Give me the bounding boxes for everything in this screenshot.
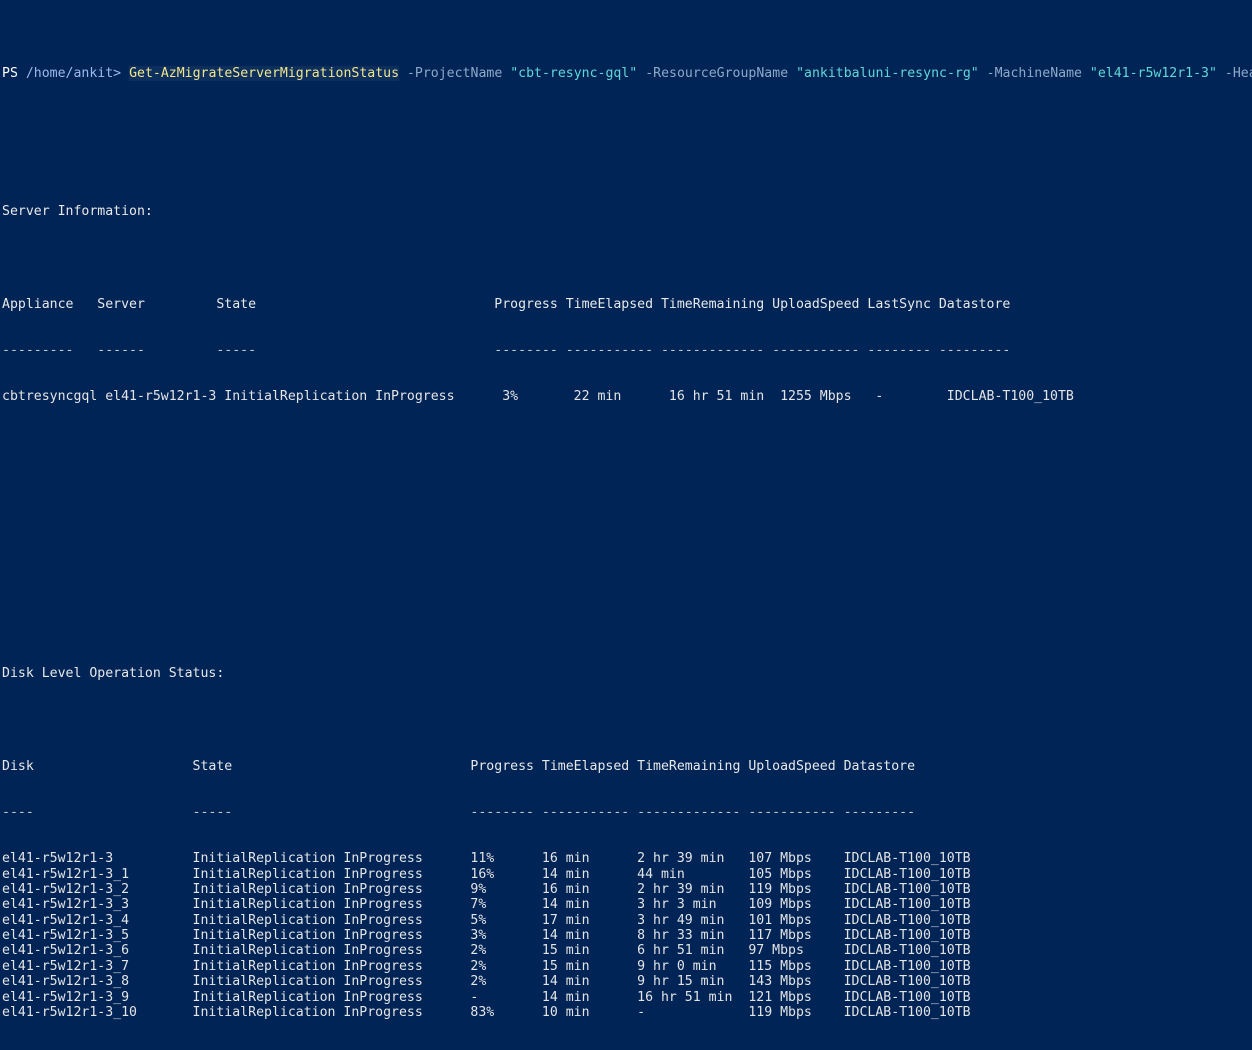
spacer-4 bbox=[2, 497, 1252, 512]
prompt-space bbox=[18, 66, 26, 81]
spacer-3 bbox=[2, 451, 1252, 466]
disk-table-row: el41-r5w12r1-3 InitialReplication InProg… bbox=[2, 851, 971, 867]
prompt-shell-label: PS bbox=[2, 65, 18, 81]
server-table-header-row: Appliance Server State Progress TimeElap… bbox=[2, 296, 1011, 312]
server-table-body: cbtresyncgql el41-r5w12r1-3 InitialRepli… bbox=[2, 389, 1074, 405]
disk-table-header-row: Disk State Progress TimeElapsed TimeRema… bbox=[2, 758, 916, 774]
param-resourcegroupname: -ResourceGroupName bbox=[645, 65, 789, 81]
powershell-terminal[interactable]: PS /home/ankit> Get-AzMigrateServerMigra… bbox=[0, 0, 1252, 1020]
spacer-5 bbox=[2, 543, 1252, 558]
disk-table-row: el41-r5w12r1-3_6 InitialReplication InPr… bbox=[2, 943, 971, 959]
param-machinename: -MachineName bbox=[986, 65, 1082, 81]
server-information-title: Server Information: bbox=[2, 204, 153, 220]
disk-table-row: el41-r5w12r1-3_7 InitialReplication InPr… bbox=[2, 958, 971, 974]
disk-table-row: el41-r5w12r1-3_8 InitialReplication InPr… bbox=[2, 974, 971, 990]
param-health: -Health bbox=[1224, 65, 1252, 81]
spacer-1 bbox=[2, 127, 1252, 142]
cmd-space-7 bbox=[1217, 66, 1225, 81]
disk-level-status-title: Disk Level Operation Status: bbox=[2, 666, 225, 682]
value-resourcegroupname: "ankitbaluni-resync-rg" bbox=[796, 65, 979, 81]
prompt-line[interactable]: PS /home/ankit> Get-AzMigrateServerMigra… bbox=[2, 65, 1252, 81]
param-projectname: -ProjectName bbox=[406, 65, 503, 81]
cmd-space-6 bbox=[1082, 66, 1090, 81]
command-cmdlet: Get-AzMigrateServerMigrationStatus bbox=[129, 65, 400, 81]
server-table-dash-row: --------- ------ ----- -------- --------… bbox=[2, 342, 1011, 358]
prompt-space-2 bbox=[121, 66, 129, 81]
prompt-path: /home/ankit> bbox=[25, 65, 122, 81]
disk-table-row: el41-r5w12r1-3_1 InitialReplication InPr… bbox=[2, 866, 971, 882]
disk-table-row: el41-r5w12r1-3_3 InitialReplication InPr… bbox=[2, 897, 971, 913]
value-projectname: "cbt-resync-gql" bbox=[510, 65, 638, 81]
cmd-space-4 bbox=[788, 66, 796, 81]
value-machinename: "el41-r5w12r1-3" bbox=[1089, 65, 1217, 81]
spacer-2 bbox=[2, 250, 1252, 265]
disk-table-body: el41-r5w12r1-3 InitialReplication InProg… bbox=[2, 851, 1252, 1020]
disk-table-row: el41-r5w12r1-3_10 InitialReplication InP… bbox=[2, 1005, 971, 1021]
spacer-7 bbox=[2, 713, 1252, 728]
disk-table-row: el41-r5w12r1-3_5 InitialReplication InPr… bbox=[2, 928, 971, 944]
spacer-6 bbox=[2, 589, 1252, 604]
disk-table-row: el41-r5w12r1-3_2 InitialReplication InPr… bbox=[2, 881, 971, 897]
disk-table-row: el41-r5w12r1-3_9 InitialReplication InPr… bbox=[2, 989, 971, 1005]
cmd-space-5 bbox=[979, 66, 987, 81]
disk-table-row: el41-r5w12r1-3_4 InitialReplication InPr… bbox=[2, 912, 971, 928]
disk-table-dash-row: ---- ----- -------- ----------- --------… bbox=[2, 804, 916, 820]
cmd-space-1 bbox=[399, 66, 407, 81]
